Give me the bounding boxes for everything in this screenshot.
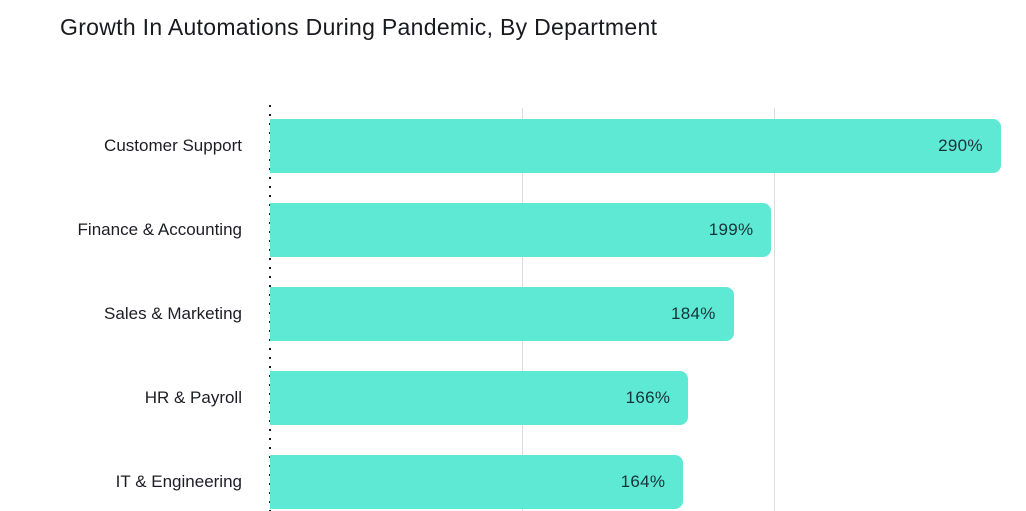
value-label: 166%	[625, 388, 671, 407]
chart-title: Growth In Automations During Pandemic, B…	[60, 14, 658, 40]
bar-track: 290%	[270, 119, 1026, 173]
category-label: Customer Support	[104, 136, 242, 155]
bar-row: Sales & Marketing 184%	[0, 272, 1026, 356]
category-label: Finance & Accounting	[77, 220, 242, 239]
bar-track: 166%	[270, 371, 1026, 425]
value-label: 199%	[708, 220, 754, 239]
bar-row: HR & Payroll 166%	[0, 356, 1026, 440]
bar: 184%	[270, 287, 734, 341]
category-label: Sales & Marketing	[104, 304, 242, 323]
bar-rows: Customer Support 290% Finance & Accounti…	[0, 104, 1026, 511]
category-label: IT & Engineering	[115, 472, 242, 491]
value-label: 184%	[670, 304, 716, 323]
bar-row: IT & Engineering 164%	[0, 440, 1026, 511]
value-label: 164%	[620, 472, 666, 491]
bar-chart: Customer Support 290% Finance & Accounti…	[0, 104, 1026, 511]
bar-row: Finance & Accounting 199%	[0, 188, 1026, 272]
bar-track: 184%	[270, 287, 1026, 341]
bar: 290%	[270, 119, 1001, 173]
value-label: 290%	[938, 136, 983, 155]
bar-row: Customer Support 290%	[0, 104, 1026, 188]
bar-track: 199%	[270, 203, 1026, 257]
category-label: HR & Payroll	[144, 388, 242, 407]
gridline-200	[774, 108, 775, 511]
bar-track: 164%	[270, 455, 1026, 509]
bar: 166%	[270, 371, 689, 425]
bar: 199%	[270, 203, 772, 257]
bar: 164%	[270, 455, 684, 509]
